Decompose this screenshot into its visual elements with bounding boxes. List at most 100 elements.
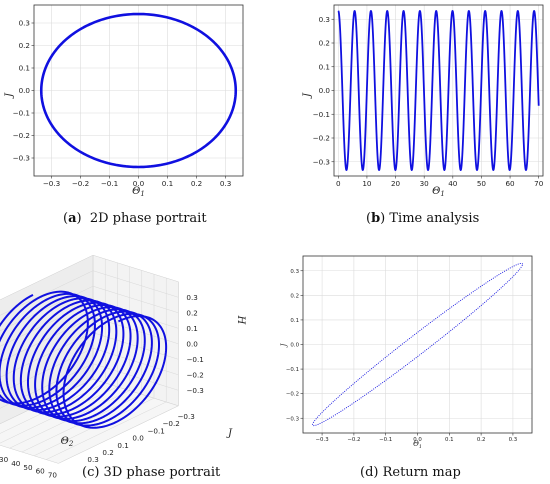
x-axis-label: Θ2 xyxy=(61,436,74,448)
y-tick-label: 0.2 xyxy=(19,41,30,50)
y-tick-label: 0.0 xyxy=(319,86,331,95)
panel-c-3d-phase-portrait: 010203040506070−0.3−0.2−0.10.00.10.20.3−… xyxy=(0,254,246,479)
x-tick-label: −0.1 xyxy=(379,437,392,443)
x-tick-label: 0.2 xyxy=(477,437,486,443)
y-tick-label: −0.2 xyxy=(286,392,299,398)
grid-z-side xyxy=(0,316,94,363)
x-tick-label: 0.2 xyxy=(191,179,202,188)
caption-a: (a) 2D phase portrait xyxy=(63,211,207,226)
y-tick-label: −0.1 xyxy=(147,426,164,435)
grid-x-floor xyxy=(58,405,179,464)
x-tick-label: 0.1 xyxy=(445,437,454,443)
y-tick-label: −0.3 xyxy=(286,416,299,422)
y-tick-label: −0.2 xyxy=(13,131,30,140)
y-tick-label: 0.0 xyxy=(19,86,31,95)
z-tick-label: −0.3 xyxy=(186,386,203,395)
x-axis-label: Θ1 xyxy=(132,186,145,198)
x-tick-label: 40 xyxy=(448,179,458,188)
panel-b-time-analysis: 0 10 20 30 40 50 60 70 −0.3 −0.2 −0.1 0.0 0.1 0.2 0.3 Θ… xyxy=(302,4,544,198)
caption-c: (c) 3D phase portrait xyxy=(82,465,221,480)
grid-z-side xyxy=(0,301,94,347)
x-tick-label: 0.0 xyxy=(133,179,145,188)
grid-z-wall xyxy=(92,285,179,314)
grid-x-floor xyxy=(0,386,118,444)
x-tick-label: 0.3 xyxy=(509,437,518,443)
caption-b-text: Time analysis xyxy=(389,211,480,226)
y-tick-label: 0.1 xyxy=(290,318,299,324)
x-tick-label: 20 xyxy=(391,179,401,188)
y-axis-label: J xyxy=(302,92,313,99)
phase-orbit-line xyxy=(39,12,238,169)
y-tick-label: 0.2 xyxy=(319,39,330,48)
helix-trajectory-line xyxy=(0,290,168,429)
y-tick-label: −0.1 xyxy=(286,367,299,373)
z-tick-label: 0.2 xyxy=(186,308,197,317)
x-tick-label: −0.2 xyxy=(347,437,360,443)
x-tick-label: −0.1 xyxy=(101,179,118,188)
y-tick-label: −0.2 xyxy=(162,419,179,428)
z-tick-label: −0.2 xyxy=(186,370,203,379)
grid-z-side xyxy=(0,332,94,378)
y-tick-label: 0.3 xyxy=(19,19,30,28)
x-tick-label: 0.3 xyxy=(220,179,231,188)
grid-z-side xyxy=(0,363,94,409)
x-tick-label: −0.3 xyxy=(43,179,60,188)
x-tick-label: 60 xyxy=(36,467,46,476)
z-tick-label: 0.1 xyxy=(186,324,197,333)
x-tick-label: 0.0 xyxy=(413,437,422,443)
y-tick-label: −0.3 xyxy=(313,157,330,166)
x-tick-label: −0.3 xyxy=(316,437,329,443)
grid-x-floor xyxy=(46,401,167,460)
x-axis-label: Θ1 xyxy=(432,186,445,198)
grid-z-wall xyxy=(92,363,179,391)
panel-d-return-map: −0.3 −0.2 −0.1 0.0 0.1 0.2 0.3 −0.3 −0.2 −0.1 0.0 0… xyxy=(280,255,533,450)
y-tick-label: −0.3 xyxy=(177,412,194,421)
caption-a-label: a xyxy=(68,211,77,226)
y-tick-label: 0.0 xyxy=(290,343,299,349)
x-tick-label: 30 xyxy=(0,455,9,464)
x-tick-label: −0.2 xyxy=(72,179,89,188)
y-tick-label: −0.2 xyxy=(313,134,330,143)
y-tick-label: 0.3 xyxy=(290,269,299,275)
x-tick-label: 70 xyxy=(48,470,58,479)
z-tick-label: 0.0 xyxy=(186,339,198,348)
x-tick-label: 60 xyxy=(505,179,515,188)
y-tick-label: −0.3 xyxy=(13,154,30,163)
x-tick-label: 10 xyxy=(362,179,372,188)
y-tick-label: 0.1 xyxy=(19,64,30,73)
x-tick-label: 70 xyxy=(534,179,544,188)
y-tick-label: 0.1 xyxy=(117,441,128,450)
y-axis-label: J xyxy=(226,428,233,439)
z-tick-label: 0.3 xyxy=(186,293,197,302)
time-series-line xyxy=(337,10,540,171)
y-tick-label: 0.3 xyxy=(319,15,330,24)
y-tick-label: 0.2 xyxy=(102,448,113,457)
x-axis-label: Θ1 xyxy=(413,440,422,450)
y-tick-label: 0.1 xyxy=(319,62,330,71)
x-tick-label: 50 xyxy=(477,179,487,188)
return-map-points xyxy=(312,262,523,427)
caption-b: (b) Time analysis xyxy=(366,211,480,226)
caption-a-text: 2D phase portrait xyxy=(89,211,207,226)
panel-a-2d-phase-portrait: −0.3 −0.2 −0.1 0.0 0.1 0.2 0.3 −0.3 −0.2 −0.1 0.0 0… xyxy=(4,4,244,198)
grid-z-wall xyxy=(92,270,179,298)
z-tick-label: −0.1 xyxy=(186,355,203,364)
y-axis-label: J xyxy=(4,92,15,99)
y-tick-label: 0.3 xyxy=(87,455,98,464)
grid-z-wall xyxy=(92,332,179,360)
grid-z-wall xyxy=(92,347,179,376)
x-tick-label: 50 xyxy=(23,463,33,472)
y-tick-label: 0.0 xyxy=(132,434,144,443)
y-tick-label: −0.1 xyxy=(313,110,330,119)
y-axis-label: J xyxy=(280,342,288,348)
y-tick-label: −0.1 xyxy=(13,109,30,118)
x-tick-label: 0 xyxy=(336,179,341,188)
x-tick-label: 30 xyxy=(420,179,430,188)
caption-d: (d) Return map xyxy=(360,465,461,480)
grid-z-side xyxy=(0,270,94,316)
y-tick-label: 0.2 xyxy=(290,293,299,299)
caption-b-label: b xyxy=(371,211,381,226)
x-tick-label: 0.1 xyxy=(162,179,173,188)
x-tick-label: 40 xyxy=(11,459,21,468)
